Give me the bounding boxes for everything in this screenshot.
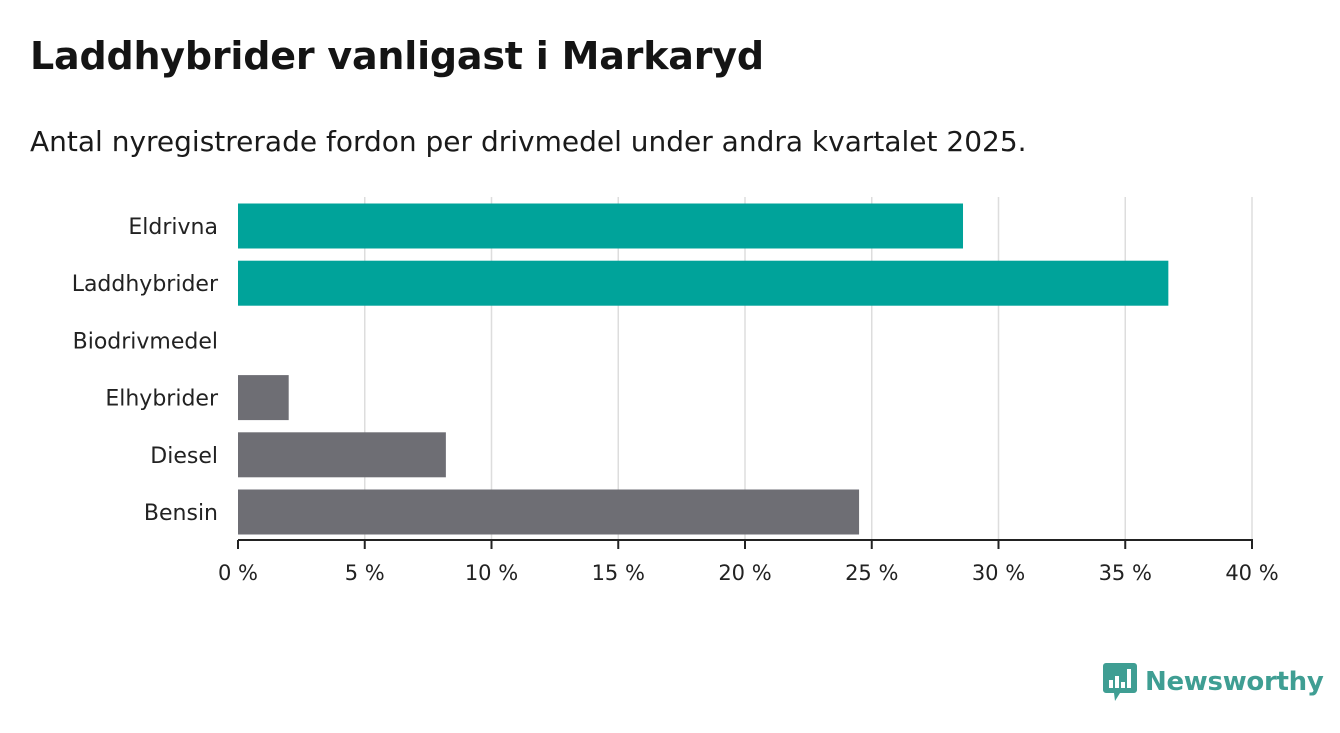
category-label: Laddhybrider bbox=[72, 272, 219, 297]
bar-bensin bbox=[238, 489, 860, 535]
grid-layer bbox=[364, 197, 1253, 540]
brand-name: Newsworthy bbox=[1145, 667, 1324, 697]
category-label-layer: Eldrivna Laddhybrider Biodrivmedel Elhybrid… bbox=[72, 215, 219, 526]
chart-subtitle: Antal nyregistrerade fordon per drivmede… bbox=[30, 125, 1027, 158]
x-tick-label: 35 % bbox=[1099, 561, 1152, 585]
bar-laddhybrider bbox=[238, 260, 1169, 306]
x-tick-label: 0 % bbox=[218, 561, 258, 585]
x-tick-label: 15 % bbox=[592, 561, 645, 585]
x-tick-label: 10 % bbox=[465, 561, 518, 585]
x-tick-label: 40 % bbox=[1225, 561, 1278, 585]
newsworthy-logo: Newsworthy bbox=[1103, 662, 1324, 702]
bar-diesel bbox=[238, 432, 446, 478]
category-label: Biodrivmedel bbox=[73, 329, 218, 354]
chart-title: Laddhybrider vanligast i Markaryd bbox=[30, 34, 764, 78]
bar-chart-speech-bubble-icon bbox=[1103, 663, 1137, 701]
category-label: Eldrivna bbox=[128, 215, 218, 240]
bar-elhybrider bbox=[238, 375, 289, 421]
x-tick-label: 20 % bbox=[718, 561, 771, 585]
category-label: Elhybrider bbox=[105, 387, 219, 412]
x-tick-label: 25 % bbox=[845, 561, 898, 585]
bar-eldrivna bbox=[238, 203, 964, 249]
axis-layer: 0 % 5 % 10 % 15 % 20 % 25 % 30 % 35 % 40 % bbox=[218, 539, 1279, 585]
category-label: Bensin bbox=[144, 501, 218, 526]
bar-layer bbox=[238, 203, 1169, 535]
x-tick-label: 30 % bbox=[972, 561, 1025, 585]
x-tick-label: 5 % bbox=[345, 561, 385, 585]
category-label: Diesel bbox=[150, 444, 218, 469]
